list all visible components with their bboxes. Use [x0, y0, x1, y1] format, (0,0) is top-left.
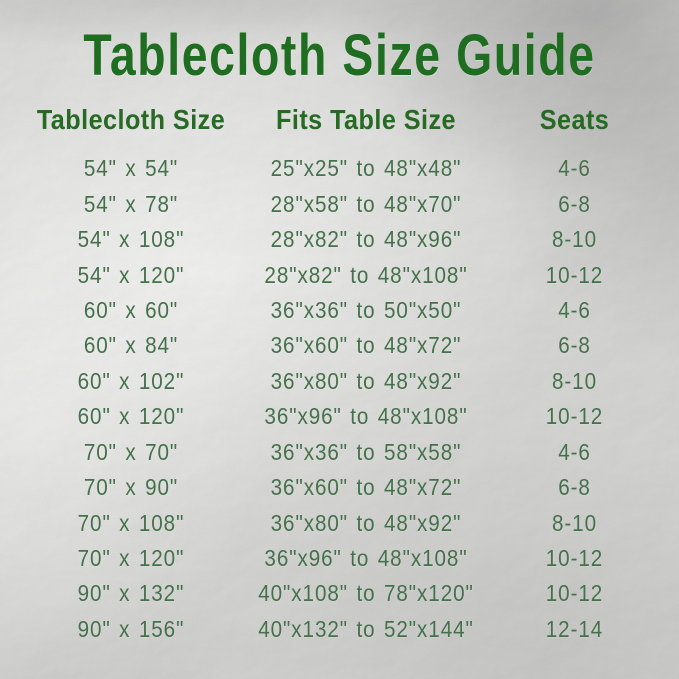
column-header-fits-table-size: Fits Table Size — [276, 104, 456, 135]
seats-cell: 8-10 — [551, 226, 598, 253]
fits-table-size-cell: 25"x25" to 48"x48" — [270, 155, 462, 182]
seats-cell: 4-6 — [558, 438, 591, 465]
table-row: 70" x 108" 36"x80" to 48"x92" 8-10 — [0, 505, 679, 540]
tablecloth-size-cell: 70" x 70" — [83, 438, 179, 465]
fits-table-size-cell: 36"x60" to 48"x72" — [270, 332, 462, 359]
table-row: 60" x 84" 36"x60" to 48"x72" 6-8 — [0, 328, 679, 363]
tablecloth-size-cell: 70" x 120" — [77, 545, 185, 572]
fits-table-size-cell: 36"x96" to 48"x108" — [264, 545, 468, 572]
table-header-row: Tablecloth Size Fits Table Size Seats — [0, 101, 679, 139]
fits-table-size-cell: 36"x96" to 48"x108" — [264, 403, 468, 430]
fits-table-size-cell: 28"x82" to 48"x96" — [270, 226, 462, 253]
column-header-tablecloth-size: Tablecloth Size — [36, 104, 226, 135]
tablecloth-size-cell: 60" x 102" — [77, 367, 185, 394]
tablecloth-size-cell: 54" x 54" — [83, 155, 179, 182]
seats-cell: 8-10 — [551, 367, 598, 394]
table-row: 70" x 120" 36"x96" to 48"x108" 10-12 — [0, 541, 679, 576]
page-title: Tablecloth Size Guide — [83, 23, 596, 88]
size-table-body: 54" x 54" 25"x25" to 48"x48" 4-6 54" x 78" 2… — [0, 151, 679, 647]
table-row: 60" x 102" 36"x80" to 48"x92" 8-10 — [0, 364, 679, 399]
seats-cell: 10-12 — [545, 261, 604, 288]
fits-table-size-cell: 36"x36" to 58"x58" — [270, 438, 462, 465]
tablecloth-size-cell: 54" x 120" — [77, 261, 185, 288]
seats-cell: 10-12 — [545, 580, 604, 607]
fits-table-size-cell: 36"x80" to 48"x92" — [270, 367, 462, 394]
fits-table-size-cell: 28"x82" to 48"x108" — [264, 261, 468, 288]
table-row: 54" x 120" 28"x82" to 48"x108" 10-12 — [0, 257, 679, 292]
table-row: 60" x 60" 36"x36" to 50"x50" 4-6 — [0, 293, 679, 328]
seats-cell: 10-12 — [545, 403, 604, 430]
fits-table-size-cell: 36"x60" to 48"x72" — [270, 474, 462, 501]
table-row: 54" x 54" 25"x25" to 48"x48" 4-6 — [0, 151, 679, 186]
fits-table-size-cell: 36"x36" to 50"x50" — [270, 296, 462, 323]
seats-cell: 6-8 — [558, 190, 591, 217]
tablecloth-size-cell: 60" x 84" — [83, 332, 179, 359]
tablecloth-size-cell: 70" x 90" — [83, 474, 179, 501]
seats-cell: 6-8 — [558, 474, 591, 501]
fits-table-size-cell: 40"x132" to 52"x144" — [258, 615, 474, 642]
fits-table-size-cell: 36"x80" to 48"x92" — [270, 509, 462, 536]
seats-cell: 6-8 — [558, 332, 591, 359]
tablecloth-size-cell: 60" x 120" — [77, 403, 185, 430]
seats-cell: 10-12 — [545, 545, 604, 572]
tablecloth-size-cell: 54" x 108" — [77, 226, 185, 253]
seats-cell: 8-10 — [551, 509, 598, 536]
tablecloth-size-cell: 54" x 78" — [83, 190, 179, 217]
fits-table-size-cell: 28"x58" to 48"x70" — [270, 190, 462, 217]
table-row: 70" x 90" 36"x60" to 48"x72" 6-8 — [0, 470, 679, 505]
tablecloth-size-cell: 70" x 108" — [77, 509, 185, 536]
table-row: 70" x 70" 36"x36" to 58"x58" 4-6 — [0, 435, 679, 470]
fits-table-size-cell: 40"x108" to 78"x120" — [258, 580, 474, 607]
tablecloth-size-cell: 60" x 60" — [83, 296, 179, 323]
column-header-seats: Seats — [539, 104, 610, 135]
tablecloth-size-cell: 90" x 132" — [77, 580, 185, 607]
table-row: 60" x 120" 36"x96" to 48"x108" 10-12 — [0, 399, 679, 434]
seats-cell: 4-6 — [558, 155, 591, 182]
table-row: 90" x 132" 40"x108" to 78"x120" 10-12 — [0, 576, 679, 611]
seats-cell: 12-14 — [545, 615, 604, 642]
table-row: 54" x 78" 28"x58" to 48"x70" 6-8 — [0, 186, 679, 221]
table-row: 54" x 108" 28"x82" to 48"x96" 8-10 — [0, 222, 679, 257]
seats-cell: 4-6 — [558, 296, 591, 323]
table-row: 90" x 156" 40"x132" to 52"x144" 12-14 — [0, 612, 679, 647]
tablecloth-size-cell: 90" x 156" — [77, 615, 185, 642]
